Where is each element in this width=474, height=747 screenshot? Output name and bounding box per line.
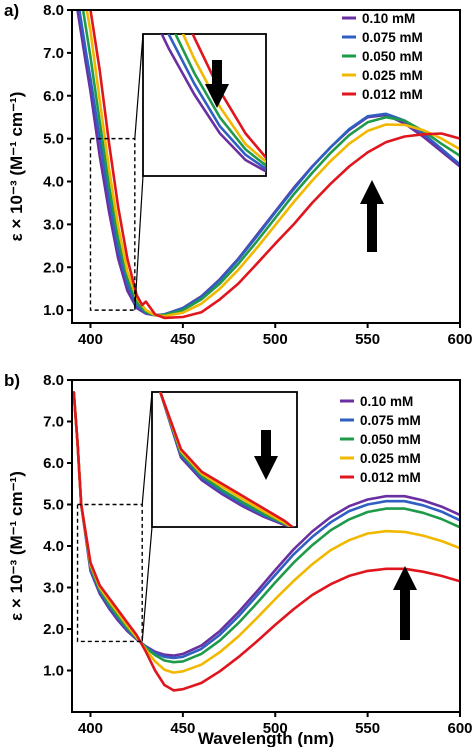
series-line-0p025-mM	[85, 10, 460, 318]
main-arrow-up-shaft	[400, 590, 410, 640]
x-tick-label: 550	[355, 720, 380, 737]
legend-label: 0.075 mM	[360, 413, 421, 428]
series-line-0p050-mM	[81, 10, 460, 317]
x-tick-label: 450	[170, 331, 195, 348]
legend: 0.10 mM 0.075 mM 0.050 mM 0.025 mM 0.012 mM	[342, 11, 423, 102]
inset-connector-top	[134, 33, 144, 139]
inset-lines	[160, 34, 266, 173]
y-tick-label: 4.0	[43, 174, 64, 191]
panel-label: b)	[4, 371, 20, 390]
series-lines	[72, 391, 460, 692]
y-tick-label: 4.0	[43, 538, 64, 555]
legend-label: 0.10 mM	[362, 11, 415, 26]
inset-connector-bottom	[141, 526, 153, 642]
legend-label: 0.025 mM	[360, 451, 421, 466]
legend: 0.10 mM 0.075 mM 0.050 mM 0.025 mM 0.012 mM	[340, 394, 421, 485]
y-tick-label: 2.0	[43, 621, 64, 638]
main-arrow-up-head	[360, 180, 384, 204]
main-arrow-up-shaft	[367, 204, 377, 252]
inset-lines	[158, 392, 296, 527]
series-line-0p012-mM	[89, 10, 460, 320]
inset-line-0p10-mM	[160, 34, 266, 173]
zoom-region-box	[89, 137, 136, 311]
y-tick-label: 5.0	[43, 497, 64, 514]
x-tick-label: 550	[355, 331, 380, 348]
plot-frame	[71, 9, 461, 324]
y-tick-label: 3.0	[43, 216, 64, 233]
legend-label: 0.075 mM	[362, 30, 423, 45]
y-axis-title: ε × 10⁻³ (M⁻¹ cm⁻¹)	[7, 92, 26, 242]
inset-line-0p075-mM	[167, 34, 266, 171]
chart-panel-1: 400 450 500 550 600 1.0 2.0 3.0 4.0 5.0 6.0 7.0 8.0 ε…	[4, 1, 473, 348]
x-tick-label: 600	[447, 720, 472, 737]
inset-arrow-down-shaft	[261, 430, 271, 456]
y-tick-label: 1.0	[43, 302, 64, 319]
inset-connector-top	[141, 391, 153, 505]
series-line-0p025-mM	[72, 391, 460, 674]
legend-label: 0.025 mM	[362, 68, 423, 83]
legend-label: 0.050 mM	[362, 49, 423, 64]
y-tick-label: 8.0	[43, 372, 64, 389]
x-tick-label: 450	[170, 720, 195, 737]
x-axis-title: Wavelength (nm)	[198, 729, 334, 747]
inset-line-0p10-mM	[158, 392, 295, 527]
legend-label: 0.10 mM	[360, 394, 413, 409]
inset-line-0p025-mM	[181, 34, 266, 164]
x-tick-label: 500	[263, 331, 288, 348]
y-tick-label: 7.0	[43, 45, 64, 62]
y-tick-label: 3.0	[43, 580, 64, 597]
y-tick-label: 1.0	[43, 663, 64, 680]
y-tick-label: 7.0	[43, 414, 64, 431]
inset-arrow-down-shaft	[212, 60, 222, 84]
inset-arrow-down-head	[205, 84, 229, 108]
y-tick-label: 2.0	[43, 259, 64, 276]
series-line-0p012-mM	[72, 391, 460, 692]
inset-arrow-down-head	[254, 456, 278, 480]
series-line-0p050-mM	[72, 391, 460, 664]
inset-line-0p012-mM	[191, 34, 266, 160]
y-tick-label: 8.0	[43, 2, 64, 19]
y-tick-label: 6.0	[43, 88, 64, 105]
inset-line-0p025-mM	[158, 392, 295, 527]
series-lines	[76, 10, 460, 320]
inset-line-0p050-mM	[174, 34, 266, 168]
y-tick-label: 6.0	[43, 455, 64, 472]
series-line-0p075-mM	[78, 10, 460, 317]
x-tick-label: 400	[78, 331, 103, 348]
zoom-region-box	[76, 503, 143, 643]
inset-connector-bottom	[134, 175, 144, 311]
inset-line-0p050-mM	[158, 392, 296, 527]
x-tick-label: 500	[263, 720, 288, 737]
panel-label: a)	[4, 1, 19, 20]
chart-panel-2: 400 450 500 550 600 1.0 2.0 3.0 4.0 5.0 6.0 7.0 8.0 ε…	[4, 371, 473, 747]
x-tick-label: 400	[78, 720, 103, 737]
y-tick-label: 5.0	[43, 131, 64, 148]
y-axis-title: ε × 10⁻³ (M⁻¹ cm⁻¹)	[7, 471, 26, 621]
inset-line-0p075-mM	[158, 392, 296, 527]
x-tick-label: 600	[447, 331, 472, 348]
main-arrow-up-head	[393, 566, 417, 590]
legend-label: 0.050 mM	[360, 432, 421, 447]
inset-line-0p012-mM	[158, 392, 295, 527]
legend-label: 0.012 mM	[360, 470, 421, 485]
legend-label: 0.012 mM	[362, 87, 423, 102]
